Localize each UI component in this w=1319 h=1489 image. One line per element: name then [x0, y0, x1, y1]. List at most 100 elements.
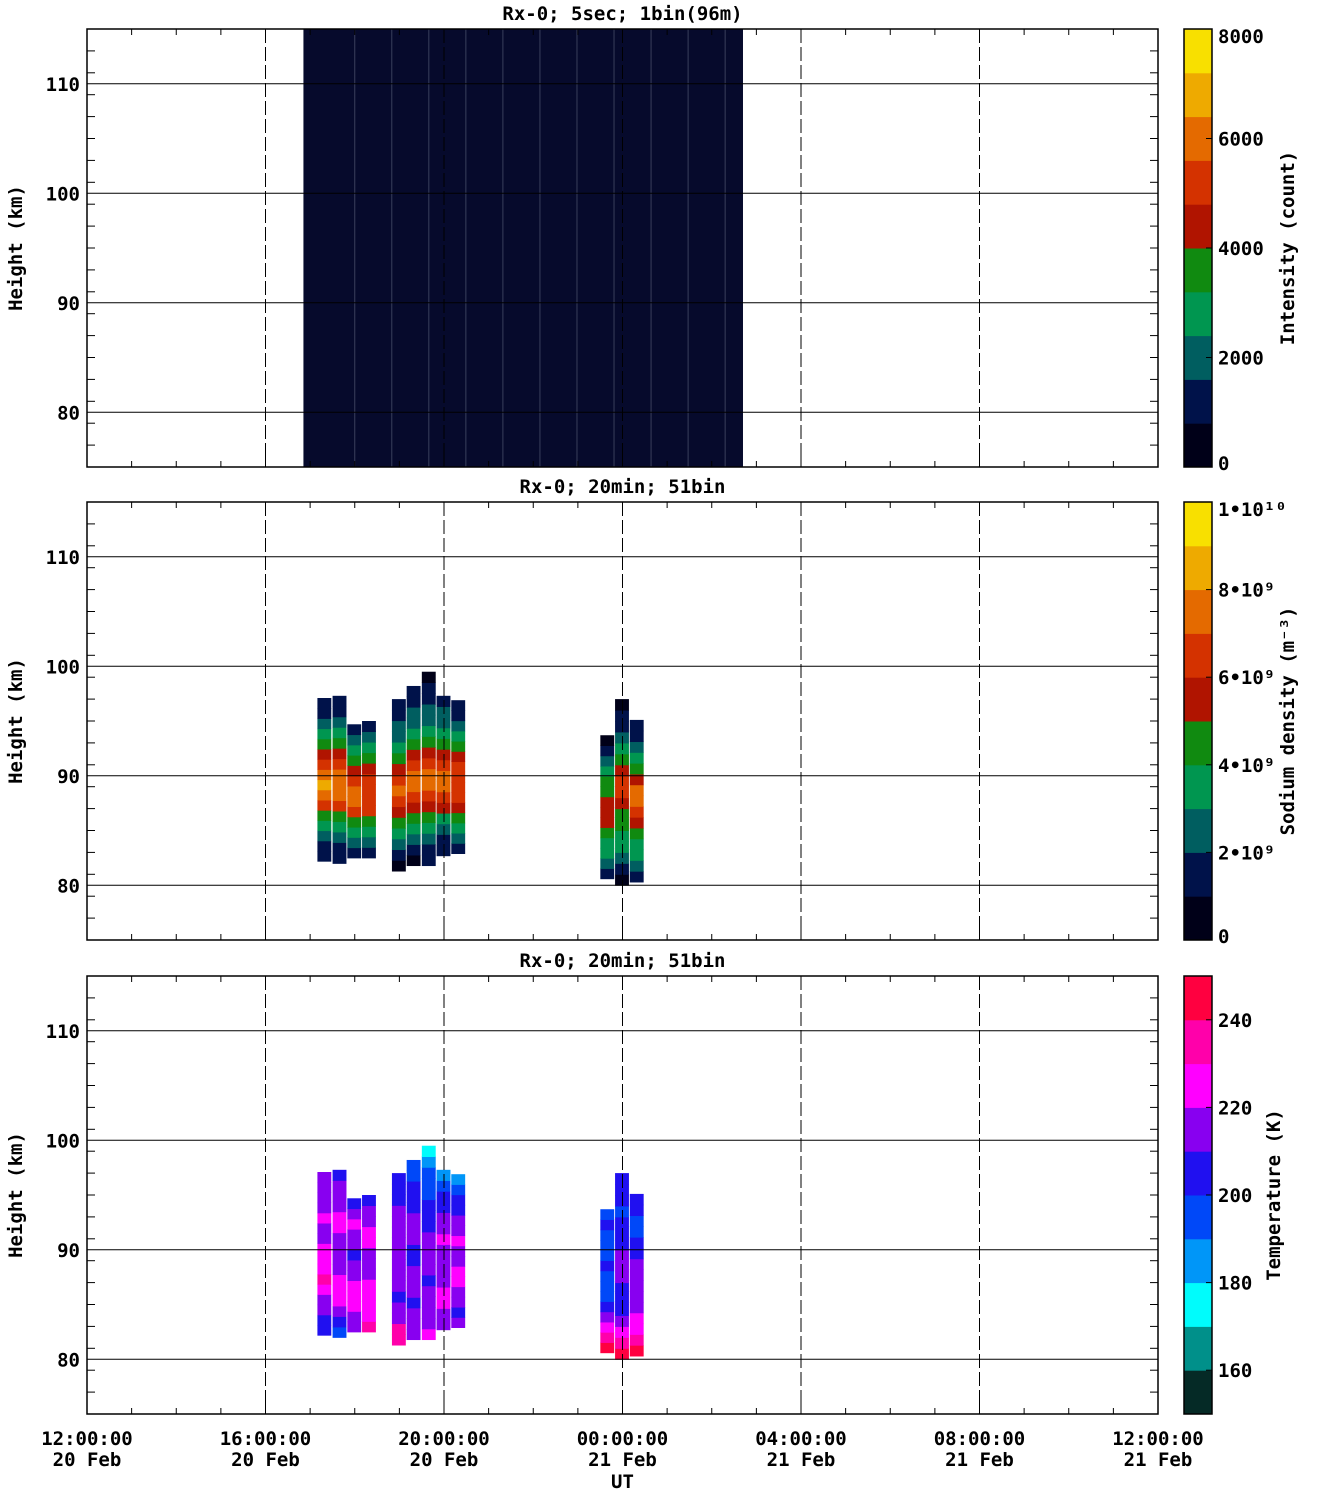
heatmap-cell: [317, 830, 332, 842]
heatmap-cell: [347, 1259, 362, 1271]
heatmap-cell: [391, 742, 406, 754]
heatmap-cell: [406, 1223, 421, 1235]
heatmap-cell: [600, 847, 615, 859]
heatmap-cell: [451, 1194, 466, 1206]
colorbar-swatch: [1184, 1370, 1212, 1415]
heatmap-cell: [406, 759, 421, 771]
heatmap-cell: [332, 1274, 347, 1286]
y-tick-label: 80: [57, 1349, 80, 1371]
heatmap-cell: [406, 1318, 421, 1330]
heatmap-cell: [391, 1226, 406, 1239]
heatmap-cell: [615, 710, 629, 722]
heatmap-cell: [406, 833, 421, 845]
heatmap-cell: [317, 1233, 332, 1244]
x-tick-time-label: 00:00:00: [577, 1428, 669, 1450]
heatmap-cell: [421, 747, 436, 759]
heatmap-cell: [362, 752, 376, 764]
heatmap-cell: [406, 1159, 421, 1172]
heatmap-cell: [421, 1264, 436, 1276]
heatmap-cell: [391, 763, 406, 775]
heatmap-cell: [391, 849, 406, 861]
heatmap-cell: [391, 860, 406, 872]
heatmap-cell: [347, 1229, 362, 1240]
heatmap-cell: [406, 802, 421, 814]
panel-3: Rx-0; 20min; 51bin 80 90 100 110 Height (km) 1…: [5, 950, 1285, 1415]
heatmap-cell: [629, 1323, 644, 1335]
heatmap-cell: [317, 728, 332, 740]
heatmap-cell: [406, 1297, 421, 1309]
colorbar-swatch: [1184, 1326, 1212, 1371]
heatmap-cell: [421, 1307, 436, 1319]
heatmap-cell: [362, 1300, 376, 1312]
heatmap-cell: [332, 737, 347, 749]
heatmap-cell: [406, 1307, 421, 1319]
colorbar-tick-label: 1•10¹⁰: [1218, 499, 1287, 521]
heatmap-cell: [362, 1247, 376, 1259]
heatmap-cell: [317, 698, 332, 709]
heatmap-cell: [436, 727, 451, 739]
colorbar-swatch: [1184, 291, 1212, 337]
heatmap-cell: [317, 1284, 332, 1295]
heatmap-cell: [600, 1332, 615, 1343]
heatmap-cell: [332, 1232, 347, 1244]
heatmap-cell: [391, 752, 406, 765]
heatmap-cell: [347, 796, 362, 807]
colorbar-swatch: [1184, 1151, 1212, 1196]
heatmap-cell: [629, 784, 644, 797]
heatmap-cell: [391, 806, 406, 818]
colorbar: 0 2000 4000 6000 8000 Intensity (count): [1183, 26, 1299, 475]
colorbar-swatch: [1184, 423, 1212, 468]
heatmap-cell: [391, 699, 406, 711]
colorbar-tick-label: 220: [1218, 1097, 1252, 1119]
heatmap-cell: [451, 792, 466, 803]
heatmap-cell: [615, 852, 629, 864]
heatmap-cell: [600, 1291, 615, 1302]
heatmap-cell: [600, 1209, 615, 1220]
heatmap-cell: [615, 1293, 629, 1305]
heatmap-cell: [391, 1183, 406, 1196]
heatmap-cell: [629, 1334, 644, 1346]
x-tick-date-label: 21 Feb: [767, 1449, 836, 1471]
heatmap-cell: [421, 1274, 436, 1287]
heatmap-cell: [362, 1226, 376, 1238]
heatmap-cell: [317, 748, 332, 760]
y-tick-label: 90: [57, 1240, 80, 1262]
heatmap-cell: [615, 764, 629, 777]
heatmap-cell: [600, 755, 615, 767]
heatmap-cell: [332, 842, 347, 854]
heatmap-cell: [421, 1221, 436, 1233]
heatmap-cell: [451, 1184, 466, 1196]
heatmap-cell: [421, 790, 436, 802]
heatmap-cell: [436, 1255, 451, 1267]
colorbar-tick-label: 2•10⁹: [1218, 842, 1275, 864]
heatmap-cell: [332, 1211, 347, 1223]
heatmap-cell: [362, 805, 376, 817]
heatmap-cell: [629, 1269, 644, 1281]
heatmap-cell: [629, 1204, 644, 1217]
heatmap-cell: [436, 1201, 451, 1213]
colorbar-tick-label: 160: [1218, 1360, 1252, 1382]
heatmap-cell: [332, 790, 347, 802]
colorbar: 160 180 200 220 240 Temperature (K): [1183, 975, 1285, 1415]
x-tick-time-label: 04:00:00: [755, 1428, 847, 1450]
heatmap-cell: [629, 806, 644, 818]
colorbar-swatch: [1184, 1195, 1212, 1240]
colorbar-swatch: [1184, 248, 1212, 293]
colorbar-swatch: [1184, 677, 1212, 722]
heatmap-cell: [406, 696, 421, 708]
colorbar-tick-label: 6•10⁹: [1218, 667, 1275, 689]
heatmap-cell: [451, 700, 466, 711]
heatmap-cell: [406, 685, 421, 698]
heatmap-cell: [347, 1301, 362, 1312]
heatmap-cell: [451, 761, 466, 773]
heatmap-cell: [347, 744, 362, 756]
heatmap-cell: [451, 812, 466, 824]
heatmap-cell: [332, 706, 347, 718]
colorbar-swatch: [1184, 204, 1212, 249]
heatmap-cell: [317, 1222, 332, 1234]
heatmap-cell: [600, 765, 615, 777]
heatmap-cell: [406, 728, 421, 740]
colorbar-swatch: [1184, 1107, 1212, 1152]
colorbar-tick-label: 0: [1218, 926, 1229, 948]
